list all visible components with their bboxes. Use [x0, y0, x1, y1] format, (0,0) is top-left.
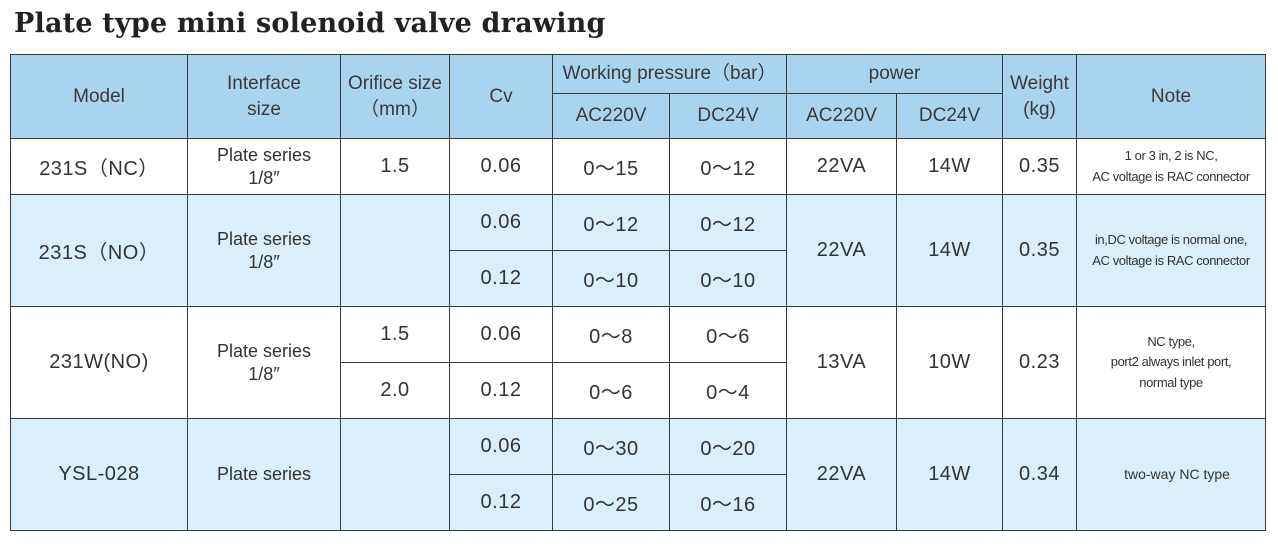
model-cell: 231S（NO） [10, 194, 188, 307]
power-dc-cell: 10W [896, 306, 1003, 419]
orifice-cell [340, 418, 450, 531]
header-power-ac220v: AC220V [786, 93, 897, 139]
table-row: 231S（NO） Plate series 1/8″ 0.06 0～12 0～12… [10, 194, 1266, 307]
wp-ac-cell: 0～25 [552, 474, 670, 531]
wp-ac-cell: 0～30 [552, 418, 670, 475]
wp-dc-cell: 0～20 [669, 418, 787, 475]
table-row: 2.0 0.12 0～6 0～4 [11, 362, 1266, 419]
wp-dc-cell: 0～12 [669, 194, 787, 251]
interface-cell: Plate series 1/8″ [187, 138, 341, 195]
power-dc-cell: 14W [896, 194, 1003, 307]
orifice-cell: 1.5 [340, 306, 450, 363]
power-ac-cell: 13VA [786, 306, 897, 419]
table-row: 0.12 0～10 0～10 [11, 250, 1266, 307]
power-dc-cell: 14W [896, 418, 1003, 531]
cv-cell: 0.12 [449, 362, 553, 419]
weight-cell: 0.34 [1002, 418, 1077, 531]
wp-ac-cell: 0～6 [552, 362, 670, 419]
wp-dc-cell: 0～16 [669, 474, 787, 531]
cv-cell: 0.06 [449, 194, 553, 251]
weight-cell: 0.23 [1002, 306, 1077, 419]
header-cv: Cv [449, 54, 553, 139]
header-power: power [786, 54, 1003, 94]
cv-cell: 0.12 [449, 474, 553, 531]
interface-cell: Plate series [187, 418, 341, 531]
header-orifice-size: Orifice size （mm） [340, 54, 450, 139]
wp-ac-cell: 0～8 [552, 306, 670, 363]
header-weight: Weight (kg) [1002, 54, 1077, 139]
power-ac-cell: 22VA [786, 138, 897, 195]
wp-dc-cell: 0～4 [669, 362, 787, 419]
header-interface-size: Interface size [187, 54, 341, 139]
power-ac-cell: 22VA [786, 418, 897, 531]
wp-dc-cell: 0～10 [669, 250, 787, 307]
orifice-cell: 2.0 [340, 362, 450, 419]
orifice-cell: 1.5 [340, 138, 450, 195]
interface-cell: Plate series 1/8″ [187, 194, 341, 307]
spec-table: Model Interface size Orifice size （mm） Cv … [10, 54, 1266, 531]
cv-cell: 0.06 [449, 306, 553, 363]
orifice-cell [340, 194, 450, 307]
model-cell: 231S（NC） [10, 138, 188, 195]
note-cell: two-way NC type [1076, 418, 1266, 531]
power-dc-cell: 14W [896, 138, 1003, 195]
model-cell: 231W(NO) [10, 306, 188, 419]
wp-ac-cell: 0～12 [552, 194, 670, 251]
model-cell: YSL-028 [10, 418, 188, 531]
note-cell: in,DC voltage is normal one, AC voltage i… [1076, 194, 1266, 307]
interface-cell: Plate series 1/8″ [187, 306, 341, 419]
wp-dc-cell: 0～6 [669, 306, 787, 363]
weight-cell: 0.35 [1002, 194, 1077, 307]
page-title: Plate type mini solenoid valve drawing [14, 8, 606, 39]
table-row: 231S（NC） Plate series 1/8″ 1.5 0.06 0～15 … [10, 138, 1266, 195]
header-working-pressure: Working pressure（bar） [552, 54, 787, 94]
header-wp-dc24v: DC24V [669, 93, 787, 139]
table-row: YSL-028 Plate series 0.06 0～30 0～20 22VA… [10, 418, 1266, 531]
header-wp-ac220v: AC220V [552, 93, 670, 139]
table-row: 231W(NO) Plate series 1/8″ 1.5 0.06 0～8 0… [10, 306, 1266, 419]
weight-cell: 0.35 [1002, 138, 1077, 195]
header-power-dc24v: DC24V [896, 93, 1003, 139]
header-model: Model [10, 54, 188, 139]
cv-cell: 0.06 [449, 138, 553, 195]
wp-dc-cell: 0～12 [669, 138, 787, 195]
cv-cell: 0.06 [449, 418, 553, 475]
note-cell: 1 or 3 in, 2 is NC, AC voltage is RAC con… [1076, 138, 1266, 195]
header-note: Note [1076, 54, 1266, 139]
note-cell: NC type, port2 always inlet port, normal t… [1076, 306, 1266, 419]
wp-ac-cell: 0～15 [552, 138, 670, 195]
power-ac-cell: 22VA [786, 194, 897, 307]
wp-ac-cell: 0～10 [552, 250, 670, 307]
cv-cell: 0.12 [449, 250, 553, 307]
table-row: 0.12 0～25 0～16 [11, 474, 1266, 531]
